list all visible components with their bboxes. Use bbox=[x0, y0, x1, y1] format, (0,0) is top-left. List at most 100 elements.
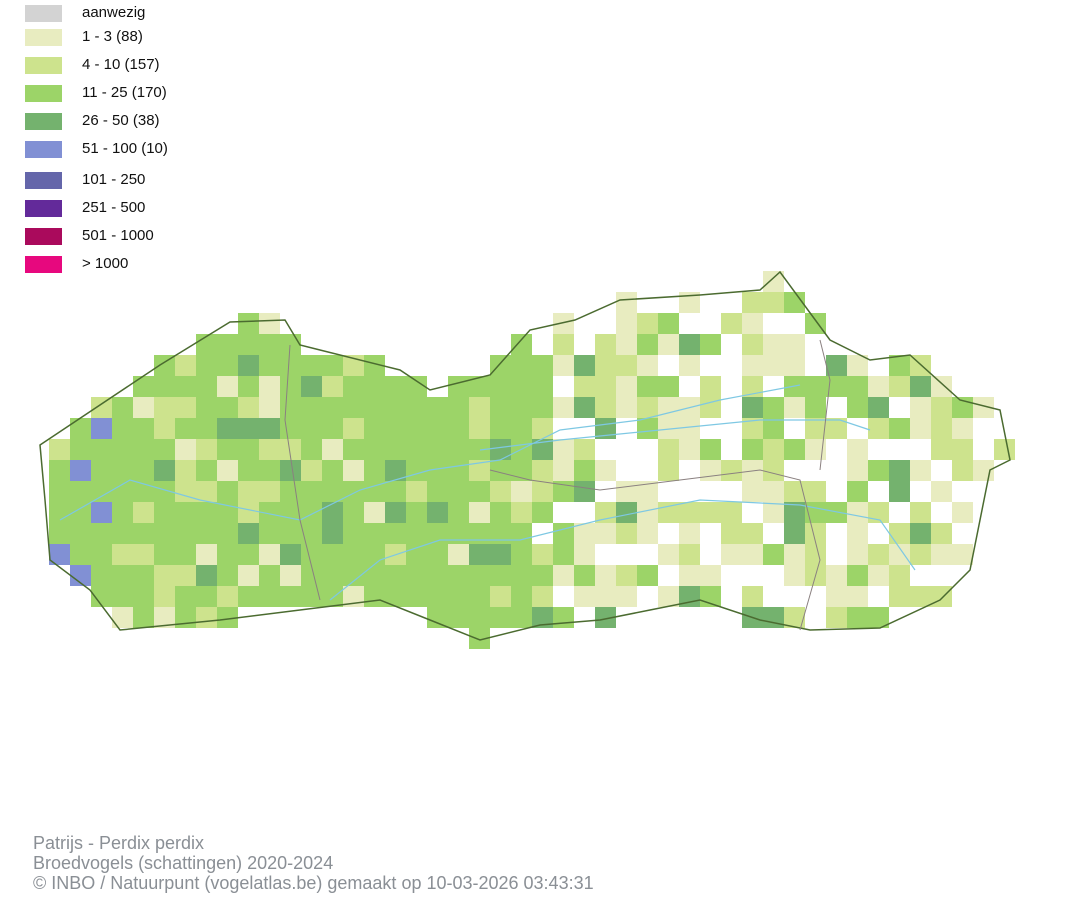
grid-cell bbox=[763, 334, 784, 355]
grid-cell bbox=[427, 460, 448, 481]
grid-cell bbox=[994, 439, 1015, 460]
grid-cell bbox=[637, 397, 658, 418]
grid-cell bbox=[532, 565, 553, 586]
grid-cell bbox=[931, 376, 952, 397]
grid-cell bbox=[238, 460, 259, 481]
caption-dataset: Broedvogels (schattingen) 2020-2024 bbox=[33, 853, 333, 873]
grid-cell bbox=[133, 439, 154, 460]
grid-cell bbox=[616, 334, 637, 355]
legend: aanwezig 1 - 3 (88) 4 - 10 (157) 11 - 25 (1… bbox=[25, 4, 168, 273]
grid-cell bbox=[406, 397, 427, 418]
grid-cell bbox=[553, 397, 574, 418]
grid-cell bbox=[133, 586, 154, 607]
grid-cell bbox=[343, 439, 364, 460]
grid-cell bbox=[238, 313, 259, 334]
grid-cell bbox=[952, 502, 973, 523]
grid-cell bbox=[238, 586, 259, 607]
grid-cell bbox=[511, 334, 532, 355]
grid-cell bbox=[280, 460, 301, 481]
grid-cell bbox=[616, 523, 637, 544]
grid-cell bbox=[175, 481, 196, 502]
grid-cell bbox=[553, 334, 574, 355]
grid-cell bbox=[385, 481, 406, 502]
grid-cell bbox=[175, 460, 196, 481]
grid-cell bbox=[427, 418, 448, 439]
grid-cell bbox=[469, 439, 490, 460]
grid-cell bbox=[826, 607, 847, 628]
grid-cell bbox=[280, 376, 301, 397]
grid-cell bbox=[49, 460, 70, 481]
grid-cell bbox=[469, 397, 490, 418]
grid-cell bbox=[910, 586, 931, 607]
grid-cell bbox=[616, 481, 637, 502]
grid-cell bbox=[952, 460, 973, 481]
grid-cell bbox=[826, 418, 847, 439]
grid-cell bbox=[637, 355, 658, 376]
grid-cell bbox=[805, 439, 826, 460]
grid-cell bbox=[364, 418, 385, 439]
grid-cell bbox=[469, 586, 490, 607]
grid-cell bbox=[742, 397, 763, 418]
grid-cell bbox=[322, 460, 343, 481]
grid-cell bbox=[511, 460, 532, 481]
grid-cell bbox=[511, 355, 532, 376]
grid-cell bbox=[301, 460, 322, 481]
grid-cell bbox=[469, 376, 490, 397]
grid-cell bbox=[595, 607, 616, 628]
grid-cell bbox=[826, 586, 847, 607]
grid-cell bbox=[826, 502, 847, 523]
grid-cell bbox=[217, 481, 238, 502]
grid-cell bbox=[427, 607, 448, 628]
grid-cell bbox=[196, 544, 217, 565]
grid-cell bbox=[427, 397, 448, 418]
grid-cell bbox=[364, 355, 385, 376]
grid-cell bbox=[112, 607, 133, 628]
grid-cell bbox=[301, 586, 322, 607]
grid-cell bbox=[70, 565, 91, 586]
grid-cell bbox=[742, 586, 763, 607]
grid-cell bbox=[91, 565, 112, 586]
grid-cell bbox=[553, 439, 574, 460]
grid-cell bbox=[553, 313, 574, 334]
grid-cell bbox=[616, 355, 637, 376]
grid-cell bbox=[364, 565, 385, 586]
grid-cell bbox=[112, 397, 133, 418]
grid-cell bbox=[658, 376, 679, 397]
grid-cell bbox=[847, 565, 868, 586]
grid-cell bbox=[553, 523, 574, 544]
grid-cell bbox=[784, 544, 805, 565]
grid-cell bbox=[889, 376, 910, 397]
legend-label: > 1000 bbox=[82, 255, 128, 272]
grid-cell bbox=[847, 544, 868, 565]
grid-cell bbox=[889, 586, 910, 607]
legend-label: aanwezig bbox=[82, 4, 145, 21]
grid-cell bbox=[553, 481, 574, 502]
grid-cell bbox=[910, 460, 931, 481]
grid-cell bbox=[238, 355, 259, 376]
grid-cell bbox=[364, 439, 385, 460]
grid-cell bbox=[616, 292, 637, 313]
grid-cell bbox=[511, 565, 532, 586]
grid-cell bbox=[259, 313, 280, 334]
grid-cell bbox=[595, 376, 616, 397]
caption-species: Patrijs - Perdix perdix bbox=[33, 833, 204, 853]
grid-cell bbox=[826, 376, 847, 397]
grid-cell bbox=[427, 565, 448, 586]
grid-cell bbox=[364, 397, 385, 418]
grid-cell bbox=[826, 565, 847, 586]
grid-cell bbox=[910, 397, 931, 418]
grid-cell bbox=[700, 334, 721, 355]
grid-cell bbox=[322, 397, 343, 418]
grid-cell bbox=[154, 439, 175, 460]
grid-cell bbox=[490, 565, 511, 586]
grid-cell bbox=[532, 502, 553, 523]
grid-cell bbox=[595, 523, 616, 544]
grid-cell bbox=[574, 397, 595, 418]
grid-cell bbox=[742, 292, 763, 313]
grid-cell bbox=[49, 481, 70, 502]
grid-cell bbox=[70, 523, 91, 544]
grid-cell bbox=[217, 586, 238, 607]
grid-cell bbox=[385, 376, 406, 397]
grid-cell bbox=[595, 355, 616, 376]
grid-cell bbox=[301, 544, 322, 565]
